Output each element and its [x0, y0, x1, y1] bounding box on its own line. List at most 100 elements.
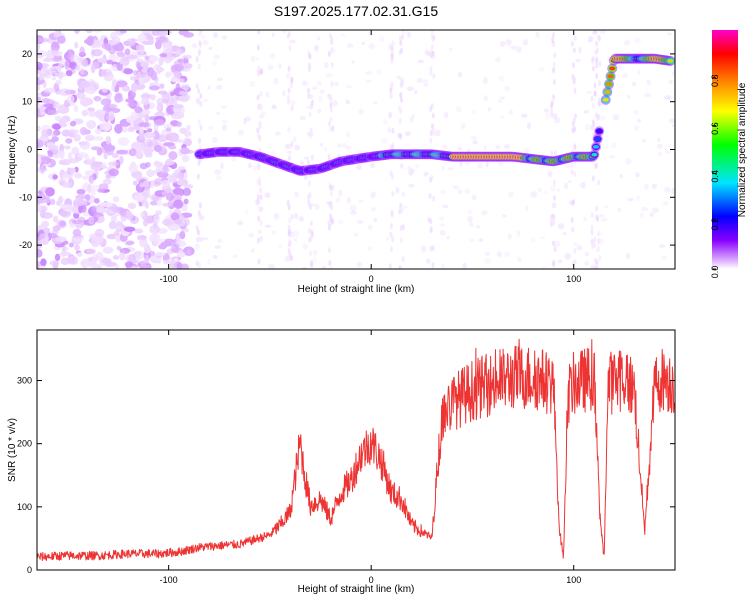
spectrogram-cell	[284, 143, 292, 150]
spectrogram-cell	[507, 233, 512, 240]
spectrogram-cell	[596, 129, 603, 133]
spectrogram-cell	[79, 140, 91, 150]
spectrogram-cell	[90, 190, 96, 196]
spectrogram-cell	[153, 64, 161, 71]
spectrogram-cell	[447, 166, 454, 171]
spectrogram-cell	[399, 225, 403, 232]
spectrogram-cell	[169, 264, 175, 269]
spectrogram-cell	[535, 31, 540, 38]
spectrogram-cell	[573, 87, 577, 94]
spectrogram-cell	[656, 143, 663, 149]
spectrogram-cell	[88, 109, 96, 118]
spectrogram-cell	[563, 182, 569, 190]
spectrogram-cell	[162, 218, 173, 226]
spectrogram-cell	[308, 53, 312, 60]
spectrogram-cell	[269, 52, 276, 60]
spectrogram-cell	[552, 78, 556, 85]
top-x-axis-label: Height of straight line (km)	[298, 284, 415, 295]
spectrogram-cell	[135, 60, 141, 68]
spectrogram-cell	[597, 97, 601, 104]
spectrogram-cell	[146, 169, 155, 178]
spectrogram-cell	[221, 35, 227, 40]
spectrogram-cell	[179, 90, 187, 96]
spectrogram-cell	[41, 220, 50, 228]
spectrogram-cell	[573, 35, 577, 42]
spectrogram-cell	[598, 60, 602, 67]
spectrogram-cell	[591, 152, 598, 157]
spectrogram-cell	[155, 210, 162, 216]
spectrogram-cell	[595, 265, 599, 269]
spectrogram-cell	[84, 170, 95, 177]
spectrogram-cell	[464, 188, 471, 194]
spectrogram-cell	[162, 164, 169, 173]
spectrogram-cell	[438, 216, 444, 221]
spectrogram-cell	[330, 46, 334, 53]
spectrogram-cell	[197, 99, 201, 106]
spectrogram-cell	[183, 130, 192, 138]
spectrogram-cell	[159, 83, 165, 89]
spectrogram-cell	[439, 189, 447, 195]
spectrogram-cell	[564, 252, 571, 260]
spectrogram-cell	[149, 224, 161, 234]
spectrogram-cell	[552, 66, 556, 73]
spectrogram-cell	[319, 142, 323, 147]
spectrogram-cell	[85, 85, 97, 95]
spectrogram-cell	[572, 47, 576, 54]
spectrogram-cell	[40, 258, 47, 267]
spectrogram-cell	[430, 30, 434, 34]
spectrogram-cell	[67, 255, 78, 265]
spectrogram-cell	[194, 243, 200, 251]
spectrogram-cell	[329, 265, 333, 269]
spectrogram-cell	[126, 41, 136, 47]
spectrogram-cell	[468, 222, 474, 228]
spectrogram-cell	[404, 30, 410, 35]
spectrogram-cell	[37, 156, 42, 164]
spectrogram-cell	[595, 260, 599, 267]
spectrogram-cell	[290, 76, 294, 83]
spectrogram-cell	[331, 184, 335, 191]
spectrogram-cell	[565, 164, 571, 169]
spectrogram-cell	[108, 104, 117, 109]
spectrogram-cell	[57, 195, 64, 204]
spectrogram-cell	[651, 183, 657, 190]
spectrogram-cell	[124, 48, 131, 56]
spectrogram-cell	[183, 198, 189, 205]
spectrogram-cell	[429, 65, 433, 72]
spectrogram-cell	[39, 233, 50, 241]
spectrogram-cell	[471, 194, 477, 201]
spectrogram-cell	[98, 183, 109, 191]
spectrogram-cell	[95, 109, 108, 118]
spectrogram-cell	[327, 153, 331, 160]
spectrogram-cell	[443, 112, 449, 119]
spectrogram-cell	[139, 183, 145, 188]
spectrogram-cell	[646, 79, 651, 86]
spectrogram-cell	[310, 259, 314, 266]
spectrogram-cell	[153, 144, 162, 153]
spectrogram-cell	[330, 39, 334, 46]
spectrogram-cell	[596, 47, 600, 54]
spectrogram-cell	[94, 228, 105, 237]
spectrogram-cell	[88, 216, 95, 225]
spectrogram-cell	[258, 135, 262, 142]
spectrogram-cell	[328, 259, 332, 266]
spectrogram-cell	[144, 254, 150, 264]
colorbar-tick-label: 0.6	[710, 122, 720, 135]
spectrogram-cell	[144, 113, 150, 124]
spectrogram-cell	[389, 246, 393, 253]
spectrogram-cell	[91, 205, 97, 212]
spectrogram-cell	[523, 147, 531, 154]
colorbar-tick-label: 0.2	[710, 218, 720, 231]
spectrogram-cell	[591, 56, 595, 63]
spectrogram-cell	[432, 127, 436, 134]
spectrogram-cell	[400, 237, 404, 244]
spectrogram-cell	[257, 65, 261, 72]
spectrogram-cell	[45, 187, 55, 197]
spectrogram-cell	[123, 226, 136, 232]
spectrogram-cell	[401, 30, 405, 36]
spectrogram-cell	[94, 128, 102, 135]
spectrogram-cell	[373, 101, 378, 105]
spectrogram-cell	[179, 147, 191, 155]
spectrogram-cell	[328, 120, 332, 127]
spectrogram-cell	[593, 82, 597, 89]
spectrogram-cell	[114, 123, 123, 134]
